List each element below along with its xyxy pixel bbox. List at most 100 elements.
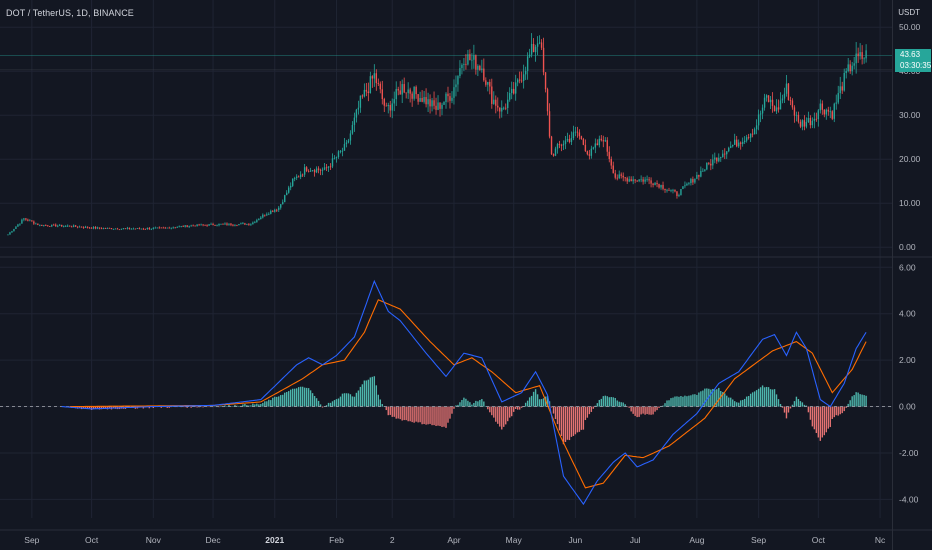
candle[interactable] [104, 227, 107, 229]
candle[interactable] [608, 146, 610, 163]
symbol-title[interactable]: DOT / TetherUS, 1D, BINANCE [6, 8, 134, 18]
candle[interactable] [477, 64, 479, 77]
candle[interactable] [618, 170, 620, 180]
candle[interactable] [861, 45, 863, 65]
candle[interactable] [72, 224, 75, 228]
candle[interactable] [309, 167, 312, 172]
candle[interactable] [403, 77, 405, 94]
candle[interactable] [449, 92, 451, 109]
candle[interactable] [254, 220, 256, 224]
candle[interactable] [853, 57, 855, 70]
candle[interactable] [172, 226, 174, 229]
candle[interactable] [765, 94, 768, 102]
candle[interactable] [232, 224, 234, 227]
candle[interactable] [268, 212, 270, 216]
candle[interactable] [170, 227, 172, 230]
candle[interactable] [371, 75, 374, 88]
candle[interactable] [489, 79, 491, 95]
candle[interactable] [411, 91, 413, 107]
candle[interactable] [391, 98, 393, 119]
candle[interactable] [624, 176, 626, 182]
candle[interactable] [463, 58, 465, 71]
candle[interactable] [747, 133, 750, 140]
candle[interactable] [728, 146, 730, 153]
candle[interactable] [132, 227, 135, 230]
candle[interactable] [53, 223, 55, 226]
candle[interactable] [11, 230, 13, 233]
candle[interactable] [648, 176, 650, 185]
candle[interactable] [337, 150, 340, 159]
candle[interactable] [244, 222, 246, 225]
candle[interactable] [827, 106, 829, 116]
candle[interactable] [749, 133, 752, 143]
candle[interactable] [777, 99, 780, 113]
candle[interactable] [538, 35, 541, 45]
candle[interactable] [270, 209, 272, 215]
candle[interactable] [118, 229, 121, 231]
candle[interactable] [152, 227, 155, 230]
candle[interactable] [405, 92, 407, 99]
candle[interactable] [206, 224, 208, 227]
candle[interactable] [684, 181, 686, 189]
candle[interactable] [650, 177, 652, 188]
candle[interactable] [845, 68, 847, 79]
candle[interactable] [335, 156, 338, 163]
candle[interactable] [485, 77, 487, 87]
candle[interactable] [530, 33, 533, 58]
candle[interactable] [136, 227, 139, 229]
candle[interactable] [27, 218, 29, 222]
candle[interactable] [509, 87, 511, 102]
candle[interactable] [865, 44, 867, 63]
candle[interactable] [757, 109, 760, 131]
candle[interactable] [379, 81, 381, 94]
candle[interactable] [214, 224, 216, 226]
candle[interactable] [642, 176, 644, 185]
candle[interactable] [92, 226, 95, 230]
candle[interactable] [835, 94, 837, 110]
candle[interactable] [692, 176, 694, 186]
candle[interactable] [580, 135, 583, 140]
candle[interactable] [694, 178, 696, 184]
candle[interactable] [274, 208, 276, 213]
candle[interactable] [600, 135, 603, 142]
candle[interactable] [628, 176, 630, 183]
candle[interactable] [162, 226, 164, 229]
candle[interactable] [182, 225, 184, 227]
candle[interactable] [425, 88, 427, 108]
candle[interactable] [98, 227, 101, 230]
candle[interactable] [501, 100, 503, 118]
candle[interactable] [200, 223, 202, 226]
candle[interactable] [512, 82, 515, 95]
candle[interactable] [851, 61, 853, 76]
candle[interactable] [493, 91, 495, 105]
candle[interactable] [57, 224, 59, 228]
candle[interactable] [385, 102, 387, 107]
candle[interactable] [230, 223, 232, 227]
candle[interactable] [453, 79, 455, 105]
candle[interactable] [568, 134, 571, 144]
candle[interactable] [718, 153, 720, 163]
candle[interactable] [479, 64, 481, 71]
candle[interactable] [676, 190, 678, 199]
candle[interactable] [61, 224, 63, 227]
candle[interactable] [688, 182, 690, 186]
candle[interactable] [45, 224, 47, 226]
candle[interactable] [524, 66, 527, 80]
candle[interactable] [116, 227, 119, 230]
candle[interactable] [240, 222, 242, 225]
candle[interactable] [560, 143, 563, 152]
candle[interactable] [333, 155, 336, 160]
candle[interactable] [134, 228, 137, 230]
candle[interactable] [576, 126, 579, 138]
candle[interactable] [461, 63, 463, 75]
candle[interactable] [329, 163, 332, 170]
candle[interactable] [741, 137, 744, 147]
candle[interactable] [839, 76, 841, 100]
candle[interactable] [397, 86, 399, 96]
candle[interactable] [540, 39, 543, 50]
candle[interactable] [180, 225, 182, 228]
candle[interactable] [739, 141, 742, 150]
candle[interactable] [198, 223, 200, 226]
candle[interactable] [654, 182, 656, 186]
candle[interactable] [602, 135, 604, 148]
